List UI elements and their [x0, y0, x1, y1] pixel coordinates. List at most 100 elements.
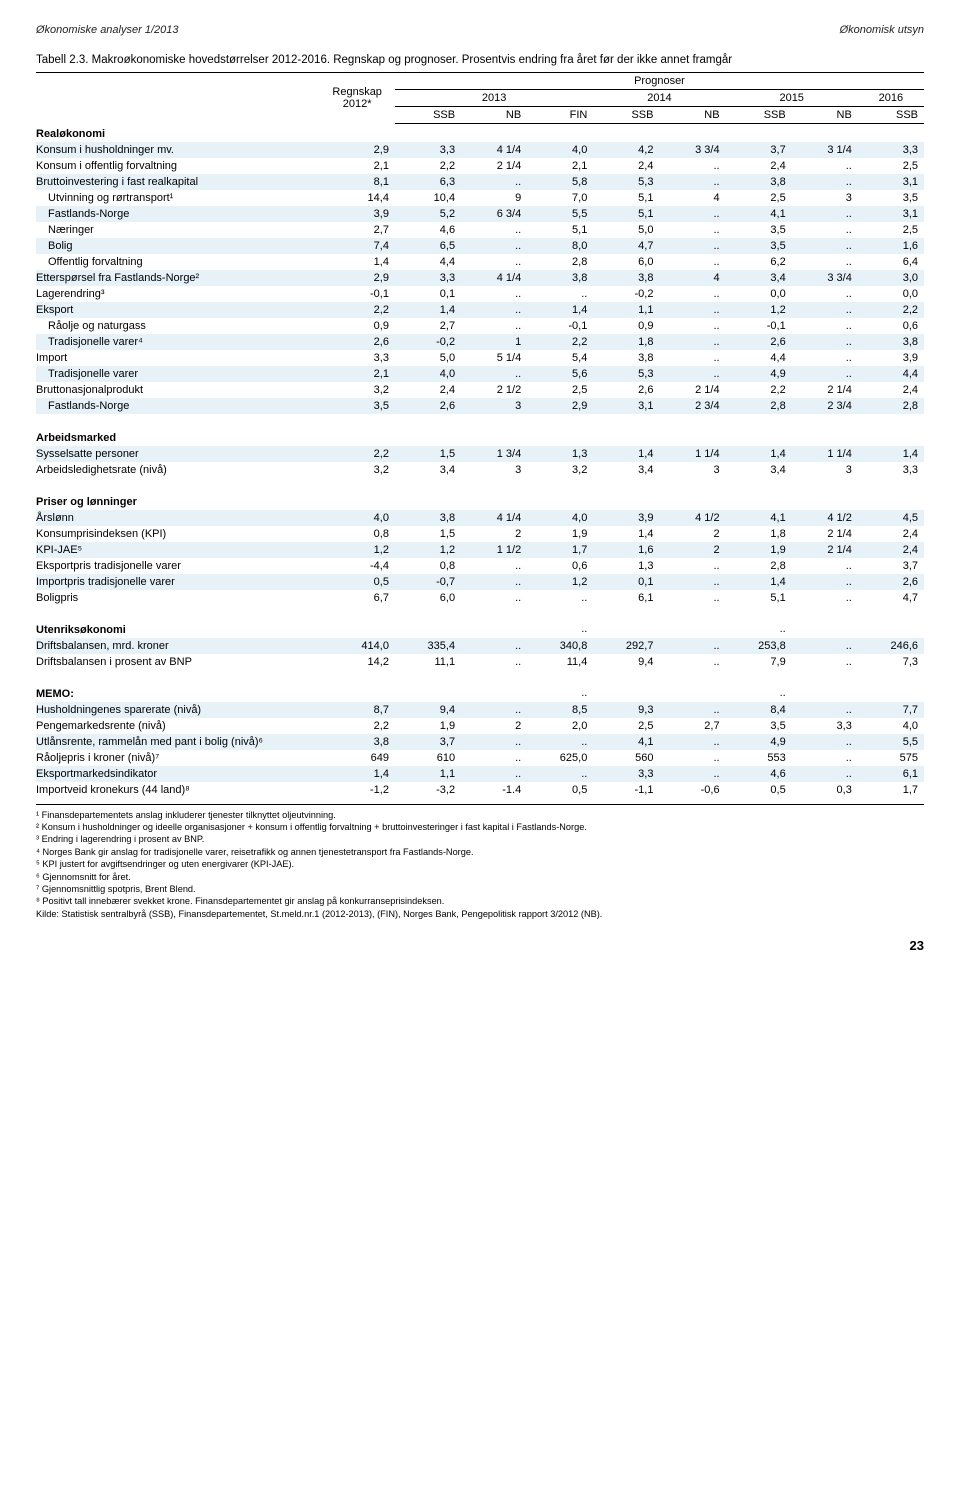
cell: .. [792, 350, 858, 366]
cell: 1,8 [593, 334, 659, 350]
cell [319, 124, 395, 142]
cell [395, 492, 461, 510]
table-row: Utvinning og rørtransport¹14,410,497,05,… [36, 190, 924, 206]
cell: 2 1/4 [461, 158, 527, 174]
cell: .. [659, 158, 725, 174]
cell: .. [792, 734, 858, 750]
cell: 1,4 [527, 302, 593, 318]
cell: 3,9 [858, 350, 924, 366]
cell: 4,4 [395, 254, 461, 270]
table-row: Importpris tradisjonelle varer0,5-0,7..1… [36, 574, 924, 590]
cell: 3 3/4 [659, 142, 725, 158]
cell: 1,1 [593, 302, 659, 318]
cell: .. [792, 286, 858, 302]
cell: 3 [659, 462, 725, 478]
cell: 3,1 [593, 398, 659, 414]
cell: 6,5 [395, 238, 461, 254]
cell: 3 [792, 190, 858, 206]
cell [593, 124, 659, 142]
cell: .. [792, 654, 858, 670]
row-label: Bolig [36, 238, 319, 254]
row-label: Arbeidsledighetsrate (nivå) [36, 462, 319, 478]
table-row: Driftsbalansen i prosent av BNP14,211,1.… [36, 654, 924, 670]
cell: 3,5 [726, 238, 792, 254]
cell: 1,2 [527, 574, 593, 590]
cell: 2,7 [319, 222, 395, 238]
table-row: Bolig7,46,5..8,04,7..3,5..1,6 [36, 238, 924, 254]
cell: -0,1 [319, 286, 395, 302]
cell: 1 1/2 [461, 542, 527, 558]
cell [792, 492, 858, 510]
table-row: Import3,35,05 1/45,43,8..4,4..3,9 [36, 350, 924, 366]
cell [319, 684, 395, 702]
cell: 1,9 [726, 542, 792, 558]
row-label: Fastlands-Norge [36, 206, 319, 222]
cell: 649 [319, 750, 395, 766]
cell [858, 492, 924, 510]
cell: 2 1/4 [792, 382, 858, 398]
cell: 0,8 [319, 526, 395, 542]
section-title: Realøkonomi [36, 124, 319, 142]
cell [461, 428, 527, 446]
cell: 253,8 [726, 638, 792, 654]
cell: .. [659, 286, 725, 302]
table-row: Driftsbalansen, mrd. kroner414,0335,4..3… [36, 638, 924, 654]
row-label: Import [36, 350, 319, 366]
cell: 3,7 [858, 558, 924, 574]
table-row: Offentlig forvaltning1,44,4..2,86,0..6,2… [36, 254, 924, 270]
cell [659, 620, 725, 638]
cell [461, 684, 527, 702]
cell: 1,2 [726, 302, 792, 318]
cell [461, 620, 527, 638]
cell [792, 620, 858, 638]
cell: 4 1/4 [461, 142, 527, 158]
col-sub: SSB [395, 107, 461, 124]
cell: 8,1 [319, 174, 395, 190]
cell: 3,1 [858, 206, 924, 222]
cell: 3,4 [726, 270, 792, 286]
cell: -0,6 [659, 782, 725, 798]
footnote-line: ⁴ Norges Bank gir anslag for tradisjonel… [36, 846, 924, 858]
cell: 2,8 [858, 398, 924, 414]
col-year-2015: 2015 [726, 90, 858, 107]
row-label: Årslønn [36, 510, 319, 526]
table-row: Importveid kronekurs (44 land)⁸-1,2-3,2-… [36, 782, 924, 798]
cell: 3,7 [726, 142, 792, 158]
cell: 3,5 [319, 398, 395, 414]
cell: 4,6 [726, 766, 792, 782]
cell [858, 684, 924, 702]
cell: .. [461, 254, 527, 270]
cell: -1,1 [593, 782, 659, 798]
cell: 4,0 [527, 142, 593, 158]
cell: 9,4 [593, 654, 659, 670]
cell: 2,8 [726, 558, 792, 574]
footnote-line: ¹ Finansdepartementets anslag inkluderer… [36, 809, 924, 821]
row-label: Utlånsrente, rammelån med pant i bolig (… [36, 734, 319, 750]
cell: .. [792, 766, 858, 782]
cell [395, 620, 461, 638]
cell: .. [726, 620, 792, 638]
cell: .. [659, 766, 725, 782]
cell: 2,8 [527, 254, 593, 270]
cell: .. [527, 590, 593, 606]
cell: 8,4 [726, 702, 792, 718]
cell: 4,7 [858, 590, 924, 606]
cell: 4 [659, 190, 725, 206]
col-prognoser: Prognoser [395, 73, 924, 90]
cell: .. [659, 590, 725, 606]
table-row: Husholdningenes sparerate (nivå)8,79,4..… [36, 702, 924, 718]
cell: 4,9 [726, 366, 792, 382]
header-right: Økonomisk utsyn [840, 24, 924, 36]
cell: .. [659, 318, 725, 334]
section-title: Priser og lønninger [36, 492, 319, 510]
cell: .. [659, 366, 725, 382]
cell: .. [659, 558, 725, 574]
cell: 2,7 [395, 318, 461, 334]
row-label: Utvinning og rørtransport¹ [36, 190, 319, 206]
cell: 2,2 [319, 302, 395, 318]
cell: 4,1 [593, 734, 659, 750]
cell: 8,5 [527, 702, 593, 718]
cell [395, 428, 461, 446]
cell: 1,7 [858, 782, 924, 798]
cell: 6,7 [319, 590, 395, 606]
